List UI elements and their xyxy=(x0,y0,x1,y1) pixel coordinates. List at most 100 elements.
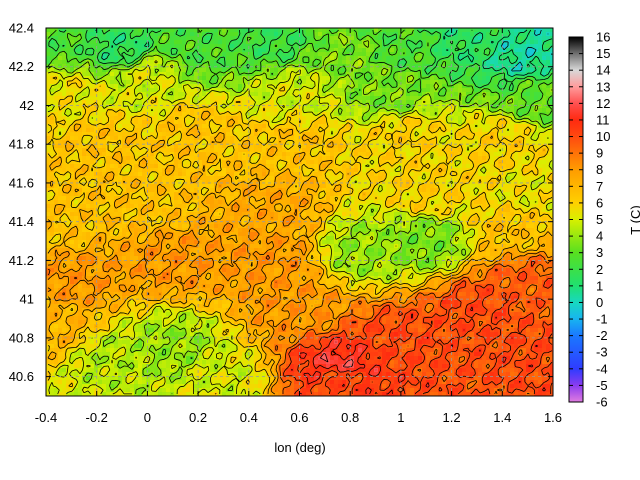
heat-cell xyxy=(90,36,94,40)
heat-cell xyxy=(426,52,430,56)
heat-cell xyxy=(298,168,302,172)
heat-cell xyxy=(430,180,434,184)
heat-cell xyxy=(78,152,82,156)
heat-cell xyxy=(506,144,510,148)
heat-cell xyxy=(382,88,386,92)
heat-cell xyxy=(522,100,526,104)
heat-cell xyxy=(326,96,330,100)
heat-cell xyxy=(178,32,182,36)
heat-cell xyxy=(494,152,498,156)
heat-cell xyxy=(150,108,154,112)
heat-cell xyxy=(170,88,174,92)
heat-cell xyxy=(162,96,166,100)
heat-cell xyxy=(58,116,62,120)
heat-cell xyxy=(118,180,122,184)
heat-cell xyxy=(138,44,142,48)
heat-cell xyxy=(394,100,398,104)
heat-cell xyxy=(278,100,282,104)
heat-cell xyxy=(234,132,238,136)
heat-cell xyxy=(142,96,146,100)
heat-cell xyxy=(154,52,158,56)
heat-cell xyxy=(302,172,306,176)
heat-cell xyxy=(306,112,310,116)
heat-cell xyxy=(82,36,86,40)
heat-cell xyxy=(434,32,438,36)
heat-cell xyxy=(46,68,50,72)
heat-cell xyxy=(310,100,314,104)
heat-cell xyxy=(306,108,310,112)
heat-cell xyxy=(518,116,522,120)
heat-cell xyxy=(426,88,430,92)
heat-cell xyxy=(390,76,394,80)
heat-cell xyxy=(190,64,194,68)
heat-cell xyxy=(238,164,242,168)
heat-cell xyxy=(118,144,122,148)
heat-cell xyxy=(486,124,490,128)
heat-cell xyxy=(258,80,262,84)
heat-cell xyxy=(82,136,86,140)
heat-cell xyxy=(334,132,338,136)
heat-cell xyxy=(438,28,442,32)
heat-cell xyxy=(226,56,230,60)
heat-cell xyxy=(290,72,294,76)
heat-cell xyxy=(330,48,334,52)
heat-cell xyxy=(526,112,530,116)
heat-cell xyxy=(518,84,522,88)
heat-cell xyxy=(386,96,390,100)
heat-cell xyxy=(126,112,130,116)
heat-cell xyxy=(338,148,342,152)
heat-cell xyxy=(290,96,294,100)
heat-cell xyxy=(150,68,154,72)
heat-cell xyxy=(398,152,402,156)
heat-cell xyxy=(438,100,442,104)
heat-cell xyxy=(522,48,526,52)
heat-cell xyxy=(50,172,54,176)
heat-cell xyxy=(158,180,162,184)
heat-cell xyxy=(406,96,410,100)
heat-cell xyxy=(274,172,278,176)
heat-cell xyxy=(370,148,374,152)
heat-cell xyxy=(94,40,98,44)
heat-cell xyxy=(386,172,390,176)
heat-cell xyxy=(358,72,362,76)
heat-cell xyxy=(178,48,182,52)
heat-cell xyxy=(306,148,310,152)
heat-cell xyxy=(142,132,146,136)
heat-cell xyxy=(62,108,66,112)
heat-cell xyxy=(254,32,258,36)
heat-cell xyxy=(362,60,366,64)
heat-cell xyxy=(90,104,94,108)
heat-cell xyxy=(86,184,90,188)
heat-cell xyxy=(370,140,374,144)
heat-cell xyxy=(174,180,178,184)
heat-cell xyxy=(178,124,182,128)
heat-cell xyxy=(286,72,290,76)
heat-cell xyxy=(286,44,290,48)
heat-cell xyxy=(258,104,262,108)
heat-cell xyxy=(474,56,478,60)
heat-cell xyxy=(390,180,394,184)
heat-cell xyxy=(238,60,242,64)
heat-cell xyxy=(122,140,126,144)
heat-cell xyxy=(414,36,418,40)
heat-cell xyxy=(90,92,94,96)
heat-cell xyxy=(374,92,378,96)
heat-cell xyxy=(74,36,78,40)
heat-cell xyxy=(90,32,94,36)
heat-cell xyxy=(130,112,134,116)
heat-cell xyxy=(374,112,378,116)
heat-cell xyxy=(374,100,378,104)
heat-cell xyxy=(94,120,98,124)
heat-cell xyxy=(66,80,70,84)
heat-cell xyxy=(534,164,538,168)
heat-cell xyxy=(434,152,438,156)
heat-cell xyxy=(418,36,422,40)
heat-cell xyxy=(498,164,502,168)
heat-cell xyxy=(242,144,246,148)
heat-cell xyxy=(234,56,238,60)
heat-cell xyxy=(70,68,74,72)
heat-cell xyxy=(66,128,70,132)
heat-cell xyxy=(58,32,62,36)
heat-cell xyxy=(198,76,202,80)
heat-cell xyxy=(82,164,86,168)
